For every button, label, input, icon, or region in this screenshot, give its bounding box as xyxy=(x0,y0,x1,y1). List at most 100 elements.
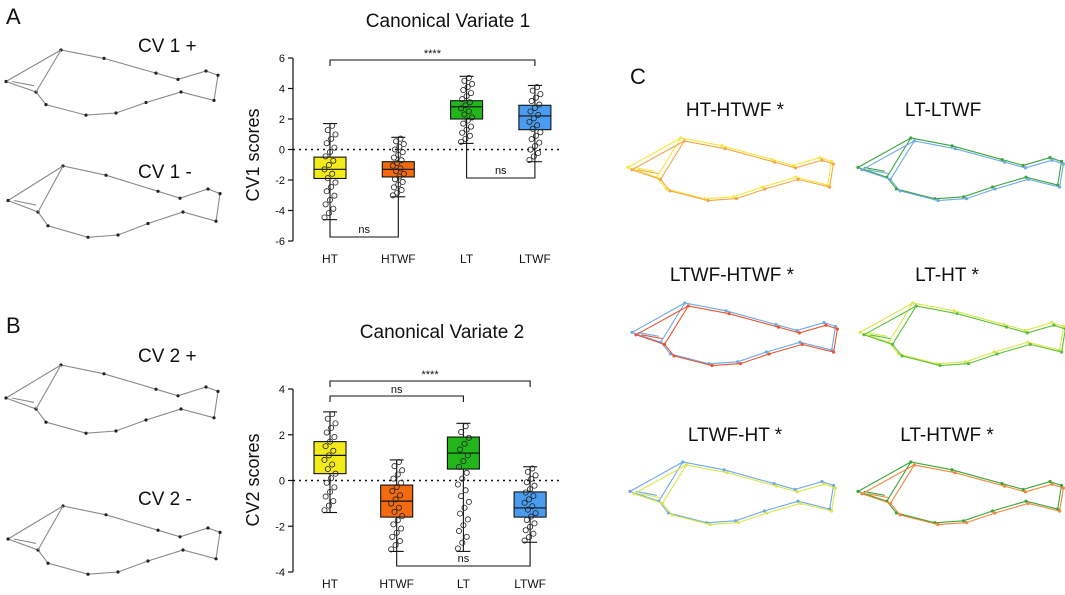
landmark-point xyxy=(632,492,636,496)
significance-bracket: ns xyxy=(466,143,536,179)
landmark-point xyxy=(1048,480,1052,484)
landmark-point xyxy=(764,350,769,354)
data-point xyxy=(464,452,471,459)
landmark-point xyxy=(800,342,804,346)
data-point xyxy=(324,415,331,422)
landmark-point xyxy=(900,354,904,358)
landmark-point xyxy=(938,363,942,368)
bracket-line xyxy=(329,380,531,387)
landmark-point xyxy=(1024,499,1028,503)
landmark-point xyxy=(829,159,834,164)
landmark-point xyxy=(154,71,158,75)
landmark-point xyxy=(776,325,781,329)
cv2-plus-label: CV 2 + xyxy=(138,346,197,367)
landmark-point xyxy=(736,521,741,525)
bracket-line xyxy=(466,143,536,179)
data-point xyxy=(462,135,469,142)
data-point xyxy=(461,111,468,118)
data-point xyxy=(529,503,536,510)
data-point xyxy=(397,135,404,142)
significance-label: **** xyxy=(424,48,442,60)
landmark-point xyxy=(1023,166,1027,170)
data-point xyxy=(527,146,534,153)
landmark-point xyxy=(1050,158,1054,162)
data-point xyxy=(331,434,338,441)
box-ltwf xyxy=(518,84,552,163)
landmark-point xyxy=(953,471,957,475)
data-point xyxy=(390,521,397,528)
landmark-point xyxy=(734,197,739,201)
landmark-point xyxy=(772,160,777,164)
data-point xyxy=(529,125,536,132)
shape-outline xyxy=(626,137,833,200)
data-point xyxy=(328,135,335,142)
data-point xyxy=(388,546,395,553)
landmark-point xyxy=(774,484,779,488)
data-point xyxy=(527,108,534,115)
data-point xyxy=(399,513,406,520)
landmark-point xyxy=(820,480,824,484)
y-tick-label: 0 xyxy=(279,476,285,488)
landmark-point xyxy=(990,185,995,189)
significance-label: **** xyxy=(421,369,439,381)
comparison-title: LTWF-HT * xyxy=(688,425,783,446)
data-point xyxy=(531,104,538,111)
data-point xyxy=(390,475,397,482)
data-point xyxy=(323,188,330,195)
landmark-point xyxy=(102,56,106,61)
landmark-point xyxy=(668,189,672,193)
landmark-point xyxy=(1061,324,1065,329)
data-point xyxy=(326,148,333,155)
data-point xyxy=(531,143,538,150)
landmark-point xyxy=(628,489,632,493)
landmark-point xyxy=(46,561,50,565)
inner-line xyxy=(664,305,689,345)
landmark-point xyxy=(796,499,800,503)
landmark-point xyxy=(952,309,956,313)
data-point xyxy=(530,115,537,122)
data-point xyxy=(330,157,337,164)
cv1-boxplot: Canonical Variate 1 CV1 scores -6 -4 -2 0 2 4… xyxy=(243,11,562,266)
landmark-point xyxy=(832,350,836,354)
data-point xyxy=(522,489,529,496)
data-point xyxy=(395,458,402,465)
data-point xyxy=(321,166,328,173)
data-point xyxy=(388,500,395,507)
landmark-point xyxy=(898,513,902,517)
data-point xyxy=(326,196,333,203)
landmark-point xyxy=(104,513,108,517)
data-point xyxy=(528,475,535,482)
significance-label: ns xyxy=(358,224,370,236)
landmark-shape xyxy=(860,139,1065,203)
landmark-shape xyxy=(858,301,1065,366)
shape-outline xyxy=(4,364,219,434)
data-point xyxy=(457,446,464,453)
data-point xyxy=(454,481,461,488)
landmark-point xyxy=(1058,509,1062,513)
data-point xyxy=(389,162,396,169)
data-point xyxy=(460,120,467,127)
inner-line xyxy=(633,166,655,172)
landmark-point xyxy=(1056,183,1060,187)
landmark-point xyxy=(830,348,834,352)
data-point xyxy=(331,144,338,151)
significance-bracket: **** xyxy=(329,369,531,387)
y-tick-label: 0 xyxy=(279,145,285,157)
landmark-point xyxy=(178,196,182,200)
overlay-pair xyxy=(856,460,1065,527)
data-point xyxy=(459,539,466,546)
landmark-shape xyxy=(4,363,220,435)
data-point xyxy=(455,463,462,470)
landmark-point xyxy=(860,168,864,172)
box-ht xyxy=(313,411,347,514)
data-point xyxy=(524,506,531,513)
shape-outline xyxy=(860,464,1065,526)
data-point xyxy=(467,123,474,130)
data-point xyxy=(323,140,330,147)
data-point xyxy=(533,94,540,101)
data-point xyxy=(466,99,473,106)
data-point xyxy=(469,80,476,87)
inner-line xyxy=(11,397,35,403)
data-point xyxy=(466,132,473,139)
